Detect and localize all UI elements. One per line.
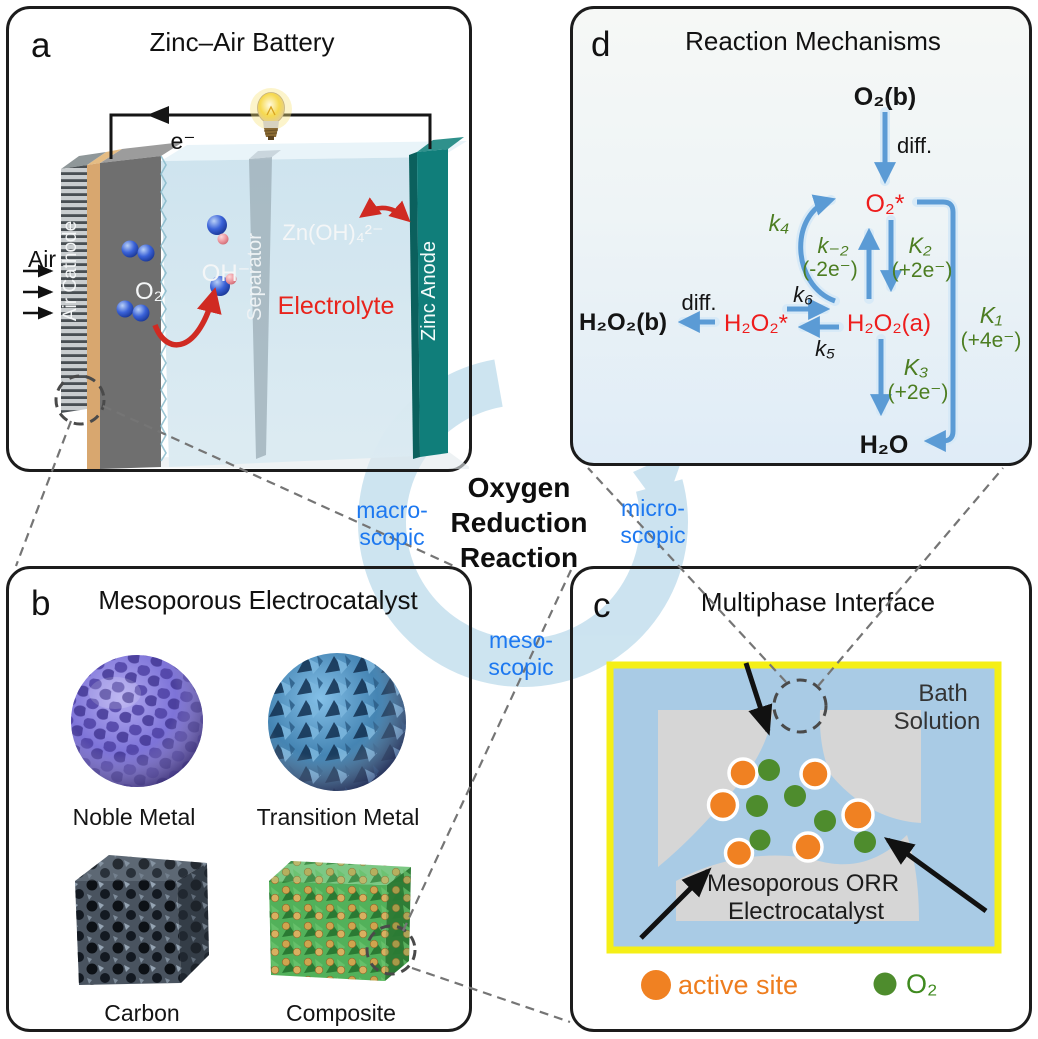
catalyst-label-line1: Mesoporous ORR	[707, 870, 899, 897]
rate-K2-electrons: (+2e⁻)	[892, 259, 953, 282]
catalyst-wall-right	[819, 710, 921, 823]
species-o2-adsorbed: O₂*	[866, 190, 905, 218]
species-o2-bulk: O₂(b)	[854, 83, 916, 111]
transition-metal-sphere	[268, 653, 406, 791]
label-transition-metal: Transition Metal	[257, 804, 420, 830]
diffusion-label-top: diff.	[897, 133, 932, 158]
panel-title: Mesoporous Electrocatalyst	[98, 585, 418, 615]
composite-cube	[269, 861, 411, 981]
legend-active-site-label: active site	[678, 970, 798, 1000]
panel-reaction-mechanisms: d Reaction Mechanisms O₂(b) diff. O₂* k₄…	[570, 6, 1032, 466]
zincate-exchange-arrow	[359, 197, 411, 223]
rate-K2: K₂	[908, 233, 932, 258]
species-h2o2-adsorbed: H₂O₂*	[724, 310, 788, 337]
electron-flow-arrow-icon	[147, 106, 169, 124]
hydroxide-molecules	[207, 215, 237, 296]
panel-letter: a	[31, 26, 51, 65]
k1-arrow	[917, 199, 956, 453]
oxygen-molecules	[116, 240, 155, 322]
rate-k-2-electrons: (-2e⁻)	[802, 258, 857, 281]
orr-title-line2: Reduction	[450, 507, 588, 538]
electron-label: e⁻	[171, 128, 196, 154]
oh-label: OH⁻	[202, 260, 251, 287]
battery-illustration	[61, 137, 469, 469]
panel-letter: b	[31, 584, 50, 623]
panel-title: Reaction Mechanisms	[685, 26, 941, 56]
air-label: Air	[28, 246, 56, 272]
species-h2o: H₂O	[860, 431, 909, 459]
orr-title: Oxygen Reduction Reaction	[398, 470, 640, 575]
air-cathode-label: Air Cathode	[60, 221, 81, 321]
orr-title-line1: Oxygen	[467, 472, 571, 503]
label-noble-metal: Noble Metal	[73, 804, 196, 830]
panel-title: Multiphase Interface	[701, 587, 935, 617]
o2-label: O₂	[135, 278, 163, 305]
species-h2o2-a: H₂O₂(a)	[847, 310, 931, 337]
air-cathode-layer	[61, 165, 87, 413]
panel-letter: c	[593, 586, 611, 625]
separator-label: Separator	[244, 233, 266, 321]
air-flow-arrows	[23, 264, 54, 320]
rate-K3: K₃	[904, 354, 928, 380]
scale-label-microscopic: micro- scopic	[620, 495, 686, 548]
panel-title: Zinc–Air Battery	[150, 27, 335, 57]
catalyst-wall-left	[658, 710, 773, 867]
mechanism-arrows	[677, 107, 958, 453]
electrolyte-body	[161, 157, 441, 467]
separator-slab	[249, 157, 272, 459]
k4-arrow	[798, 194, 836, 304]
scale-label-macroscopic: macro- scopic	[356, 497, 428, 550]
electrolyte-top-face	[161, 141, 467, 161]
panel-mesoporous-electrocatalyst: b Mesoporous Electrocatalyst	[6, 566, 472, 1032]
rate-k6: k₆	[793, 282, 813, 307]
rate-k-2: k₋₂	[817, 233, 849, 258]
label-carbon: Carbon	[104, 1000, 179, 1026]
gas-diffusion-membrane	[87, 163, 100, 469]
bath-solution-label-line1: Bath	[918, 680, 967, 707]
catalyst-label-line2: Electrocatalyst	[728, 898, 884, 925]
panel-zinc-air-battery: a Zinc–Air Battery e⁻ Air Air Cathode O₂…	[6, 6, 472, 472]
rate-k5: k₅	[815, 336, 835, 361]
bath-solution-label-line2: Solution	[894, 708, 981, 735]
rate-K3-electrons: (+2e⁻)	[888, 381, 949, 404]
diffusion-label-left: diff.	[681, 290, 716, 315]
zinc-anode-label: Zinc Anode	[418, 241, 440, 341]
species-h2o2-bulk: H₂O₂(b)	[579, 309, 667, 336]
interface-diagram: Bath Solution Mesoporous ORR Electrocata…	[606, 661, 1002, 954]
rate-K1: K₁	[980, 302, 1003, 328]
light-bulb-icon	[250, 88, 292, 140]
rate-K1-electrons: (+4e⁻)	[961, 329, 1022, 352]
zincate-label: Zn(OH)₄²⁻	[282, 220, 383, 245]
carbon-cube	[75, 855, 209, 985]
panel-letter: d	[591, 25, 610, 64]
noble-metal-sphere	[71, 655, 203, 787]
o2-dots	[746, 759, 876, 853]
zinc-anode-slab	[417, 149, 448, 457]
orr-title-line3: Reaction	[459, 542, 579, 573]
legend-active-site-icon	[641, 970, 671, 1000]
electrolyte-label: Electrolyte	[278, 292, 395, 320]
active-site-dots	[706, 757, 875, 869]
legend-o2-label: O₂	[906, 969, 937, 999]
panel-multiphase-interface: c Multiphase Interface Bath	[570, 566, 1032, 1032]
rate-k4: k₄	[769, 210, 790, 236]
legend-o2-icon	[873, 972, 897, 996]
legend: active site O₂	[641, 969, 937, 1000]
catalyst-wall-bottom	[676, 835, 919, 921]
label-composite: Composite	[286, 1000, 396, 1026]
orr-reaction-arrow	[152, 287, 222, 348]
scale-label-mesoscopic: meso- scopic	[488, 627, 554, 680]
